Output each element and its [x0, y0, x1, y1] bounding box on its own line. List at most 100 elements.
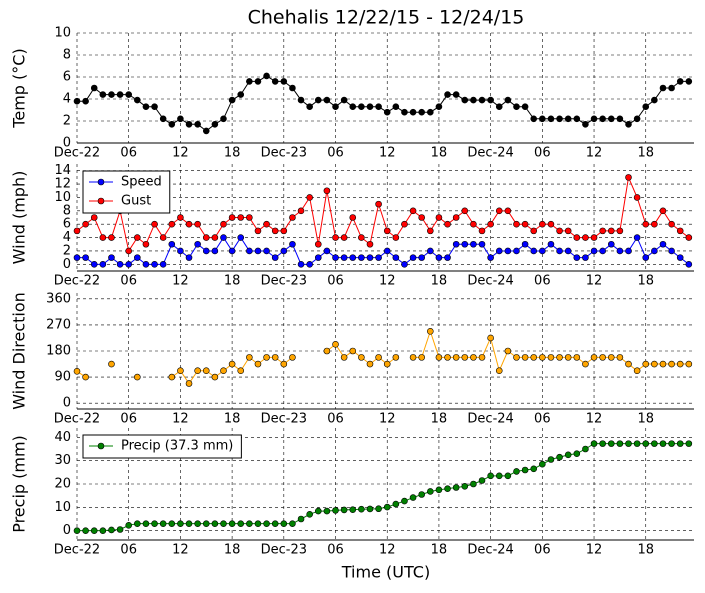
x-tick-label: Dec-22: [54, 543, 100, 558]
data-point: [263, 72, 270, 80]
data-point: [676, 78, 684, 85]
data-point: [116, 526, 124, 533]
data-point: [633, 115, 641, 123]
x-tick-label: 18: [637, 543, 654, 558]
data-point: [452, 354, 460, 361]
data-point: [573, 450, 581, 457]
data-point: [323, 347, 331, 355]
data-point: [125, 521, 133, 529]
data-point: [470, 354, 477, 361]
x-tick-label: 12: [586, 146, 603, 161]
data-point: [599, 247, 606, 255]
data-point: [340, 234, 348, 241]
data-point: [323, 96, 331, 104]
data-point: [358, 505, 365, 513]
legend-box: [82, 170, 171, 214]
data-point: [99, 527, 107, 534]
data-point: [73, 527, 81, 534]
data-point: [452, 240, 460, 248]
data-point: [616, 440, 624, 447]
data-point: [470, 220, 477, 228]
data-point: [116, 91, 124, 98]
data-point: [513, 468, 520, 475]
data-point: [168, 520, 176, 527]
data-point: [280, 227, 288, 235]
data-point: [271, 520, 279, 527]
x-tick-label: 18: [224, 543, 241, 558]
data-point: [194, 220, 201, 228]
data-point: [211, 520, 219, 527]
data-point: [685, 78, 693, 85]
data-point: [676, 440, 684, 447]
x-tick-label: 18: [224, 412, 241, 427]
data-point: [202, 234, 210, 241]
x-tick-label: 06: [120, 274, 137, 289]
data-point: [254, 247, 262, 255]
data-point: [478, 477, 486, 484]
y-tick-label: 14: [54, 163, 71, 178]
data-point: [427, 247, 434, 255]
x-tick-label: 12: [379, 146, 396, 161]
data-point: [202, 367, 210, 375]
y-tick-label: 20: [54, 477, 71, 492]
data-point: [332, 103, 339, 110]
data-point: [599, 115, 606, 123]
data-point: [478, 240, 486, 248]
x-tick-label: 06: [327, 543, 344, 558]
data-point: [358, 234, 365, 241]
data-point: [159, 261, 167, 268]
data-point: [142, 261, 150, 268]
data-point: [495, 247, 503, 255]
x-tick-label: Dec-22: [54, 146, 100, 161]
data-point: [246, 247, 253, 255]
data-point: [134, 234, 141, 241]
data-point: [366, 240, 374, 248]
data-point: [82, 220, 89, 228]
data-point: [409, 494, 417, 501]
data-point: [625, 440, 632, 447]
data-point: [625, 247, 632, 255]
data-point: [90, 214, 98, 221]
data-point: [470, 480, 477, 488]
data-point: [392, 234, 400, 241]
data-point: [151, 261, 158, 268]
x-tick-label: 06: [327, 412, 344, 427]
data-point: [495, 367, 503, 375]
data-point: [487, 254, 494, 261]
data-point: [427, 327, 434, 335]
data-point: [521, 466, 529, 474]
data-point: [237, 91, 245, 98]
data-point: [573, 354, 581, 361]
y-tick-label: 0: [63, 257, 71, 272]
y-tick-label: 10: [54, 500, 71, 515]
data-point: [633, 194, 641, 201]
data-point: [478, 227, 486, 235]
y-axis-label: Temp (°C): [10, 48, 29, 128]
data-point: [478, 354, 486, 361]
data-point: [358, 254, 365, 261]
data-point: [263, 520, 270, 527]
data-point: [134, 96, 141, 104]
data-point: [582, 360, 589, 368]
y-axis-label: Precip (mm): [10, 435, 29, 533]
data-point: [271, 78, 279, 85]
data-point: [383, 108, 391, 116]
x-tick-label: Dec-24: [467, 543, 513, 558]
x-tick-label: 12: [379, 412, 396, 427]
y-tick-label: 360: [46, 291, 71, 306]
data-point: [108, 91, 115, 98]
data-point: [504, 207, 512, 215]
data-point: [202, 520, 210, 527]
legend: Precip (37.3 mm): [82, 434, 242, 459]
chart-title: Chehalis 12/22/15 - 12/24/15: [248, 7, 525, 29]
data-point: [151, 520, 158, 527]
data-point: [607, 354, 615, 361]
data-point: [478, 96, 486, 104]
data-point: [306, 103, 313, 110]
data-point: [685, 261, 693, 268]
data-point: [340, 254, 348, 261]
data-point: [306, 261, 313, 268]
data-point: [461, 483, 469, 490]
data-point: [651, 360, 658, 368]
